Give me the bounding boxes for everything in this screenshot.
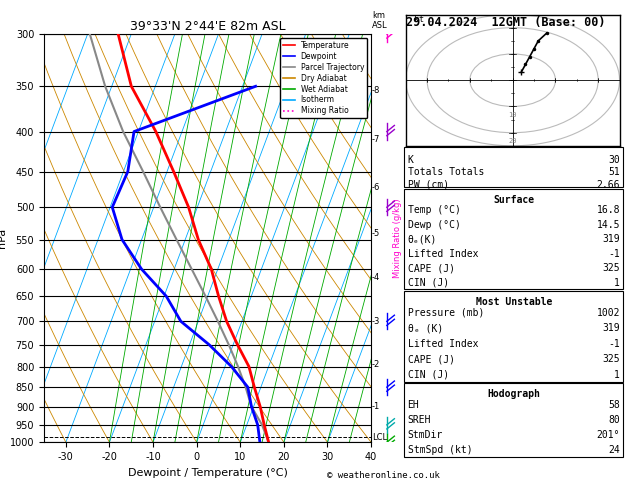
Text: 24: 24	[608, 445, 620, 455]
Text: -7: -7	[372, 136, 380, 144]
Text: LCL: LCL	[372, 433, 387, 442]
Text: -1: -1	[372, 402, 380, 411]
Text: 325: 325	[603, 263, 620, 274]
Text: -8: -8	[372, 86, 380, 95]
Text: 80: 80	[608, 415, 620, 425]
X-axis label: Dewpoint / Temperature (°C): Dewpoint / Temperature (°C)	[128, 468, 287, 478]
Text: Temp (°C): Temp (°C)	[408, 206, 460, 215]
Text: © weatheronline.co.uk: © weatheronline.co.uk	[327, 471, 440, 480]
Text: K: K	[408, 155, 413, 165]
Text: -2: -2	[372, 360, 380, 369]
Text: Lifted Index: Lifted Index	[408, 249, 478, 259]
Legend: Temperature, Dewpoint, Parcel Trajectory, Dry Adiabat, Wet Adiabat, Isotherm, Mi: Temperature, Dewpoint, Parcel Trajectory…	[280, 38, 367, 119]
Text: 1: 1	[615, 278, 620, 288]
Text: Hodograph: Hodograph	[487, 389, 540, 399]
Text: 29.04.2024  12GMT (Base: 00): 29.04.2024 12GMT (Base: 00)	[406, 16, 605, 29]
Text: km
ASL: km ASL	[372, 11, 387, 30]
Text: 319: 319	[603, 323, 620, 333]
Text: Surface: Surface	[493, 195, 535, 205]
Text: CIN (J): CIN (J)	[408, 370, 448, 380]
Text: 30: 30	[608, 155, 620, 165]
Text: CAPE (J): CAPE (J)	[408, 263, 455, 274]
Text: SREH: SREH	[408, 415, 431, 425]
Text: 1: 1	[615, 370, 620, 380]
Text: -5: -5	[372, 229, 380, 239]
Text: kt: kt	[415, 16, 424, 24]
Text: Mixing Ratio (g/kg): Mixing Ratio (g/kg)	[392, 198, 402, 278]
Text: 325: 325	[603, 354, 620, 364]
Text: Lifted Index: Lifted Index	[408, 339, 478, 349]
Text: 10: 10	[508, 112, 517, 118]
Y-axis label: hPa: hPa	[0, 228, 7, 248]
Text: 58: 58	[608, 400, 620, 410]
Text: CAPE (J): CAPE (J)	[408, 354, 455, 364]
Text: 16.8: 16.8	[597, 206, 620, 215]
Text: 51: 51	[608, 167, 620, 177]
Text: EH: EH	[408, 400, 420, 410]
Text: 1002: 1002	[597, 308, 620, 318]
Text: Totals Totals: Totals Totals	[408, 167, 484, 177]
Text: 201°: 201°	[597, 430, 620, 440]
Text: 14.5: 14.5	[597, 220, 620, 230]
Text: StmDir: StmDir	[408, 430, 443, 440]
Text: StmSpd (kt): StmSpd (kt)	[408, 445, 472, 455]
Title: 39°33'N 2°44'E 82m ASL: 39°33'N 2°44'E 82m ASL	[130, 20, 286, 33]
Text: θₑ (K): θₑ (K)	[408, 323, 443, 333]
Text: -6: -6	[372, 183, 380, 192]
Text: -1: -1	[608, 339, 620, 349]
Text: Most Unstable: Most Unstable	[476, 297, 552, 307]
Text: CIN (J): CIN (J)	[408, 278, 448, 288]
Text: 20: 20	[508, 138, 517, 144]
Text: θₑ(K): θₑ(K)	[408, 234, 437, 244]
Text: Dewp (°C): Dewp (°C)	[408, 220, 460, 230]
Text: -3: -3	[372, 317, 380, 326]
Text: 319: 319	[603, 234, 620, 244]
Text: PW (cm): PW (cm)	[408, 180, 448, 190]
Text: -4: -4	[372, 274, 380, 282]
Text: -1: -1	[608, 249, 620, 259]
Text: 2.66: 2.66	[597, 180, 620, 190]
Text: Pressure (mb): Pressure (mb)	[408, 308, 484, 318]
